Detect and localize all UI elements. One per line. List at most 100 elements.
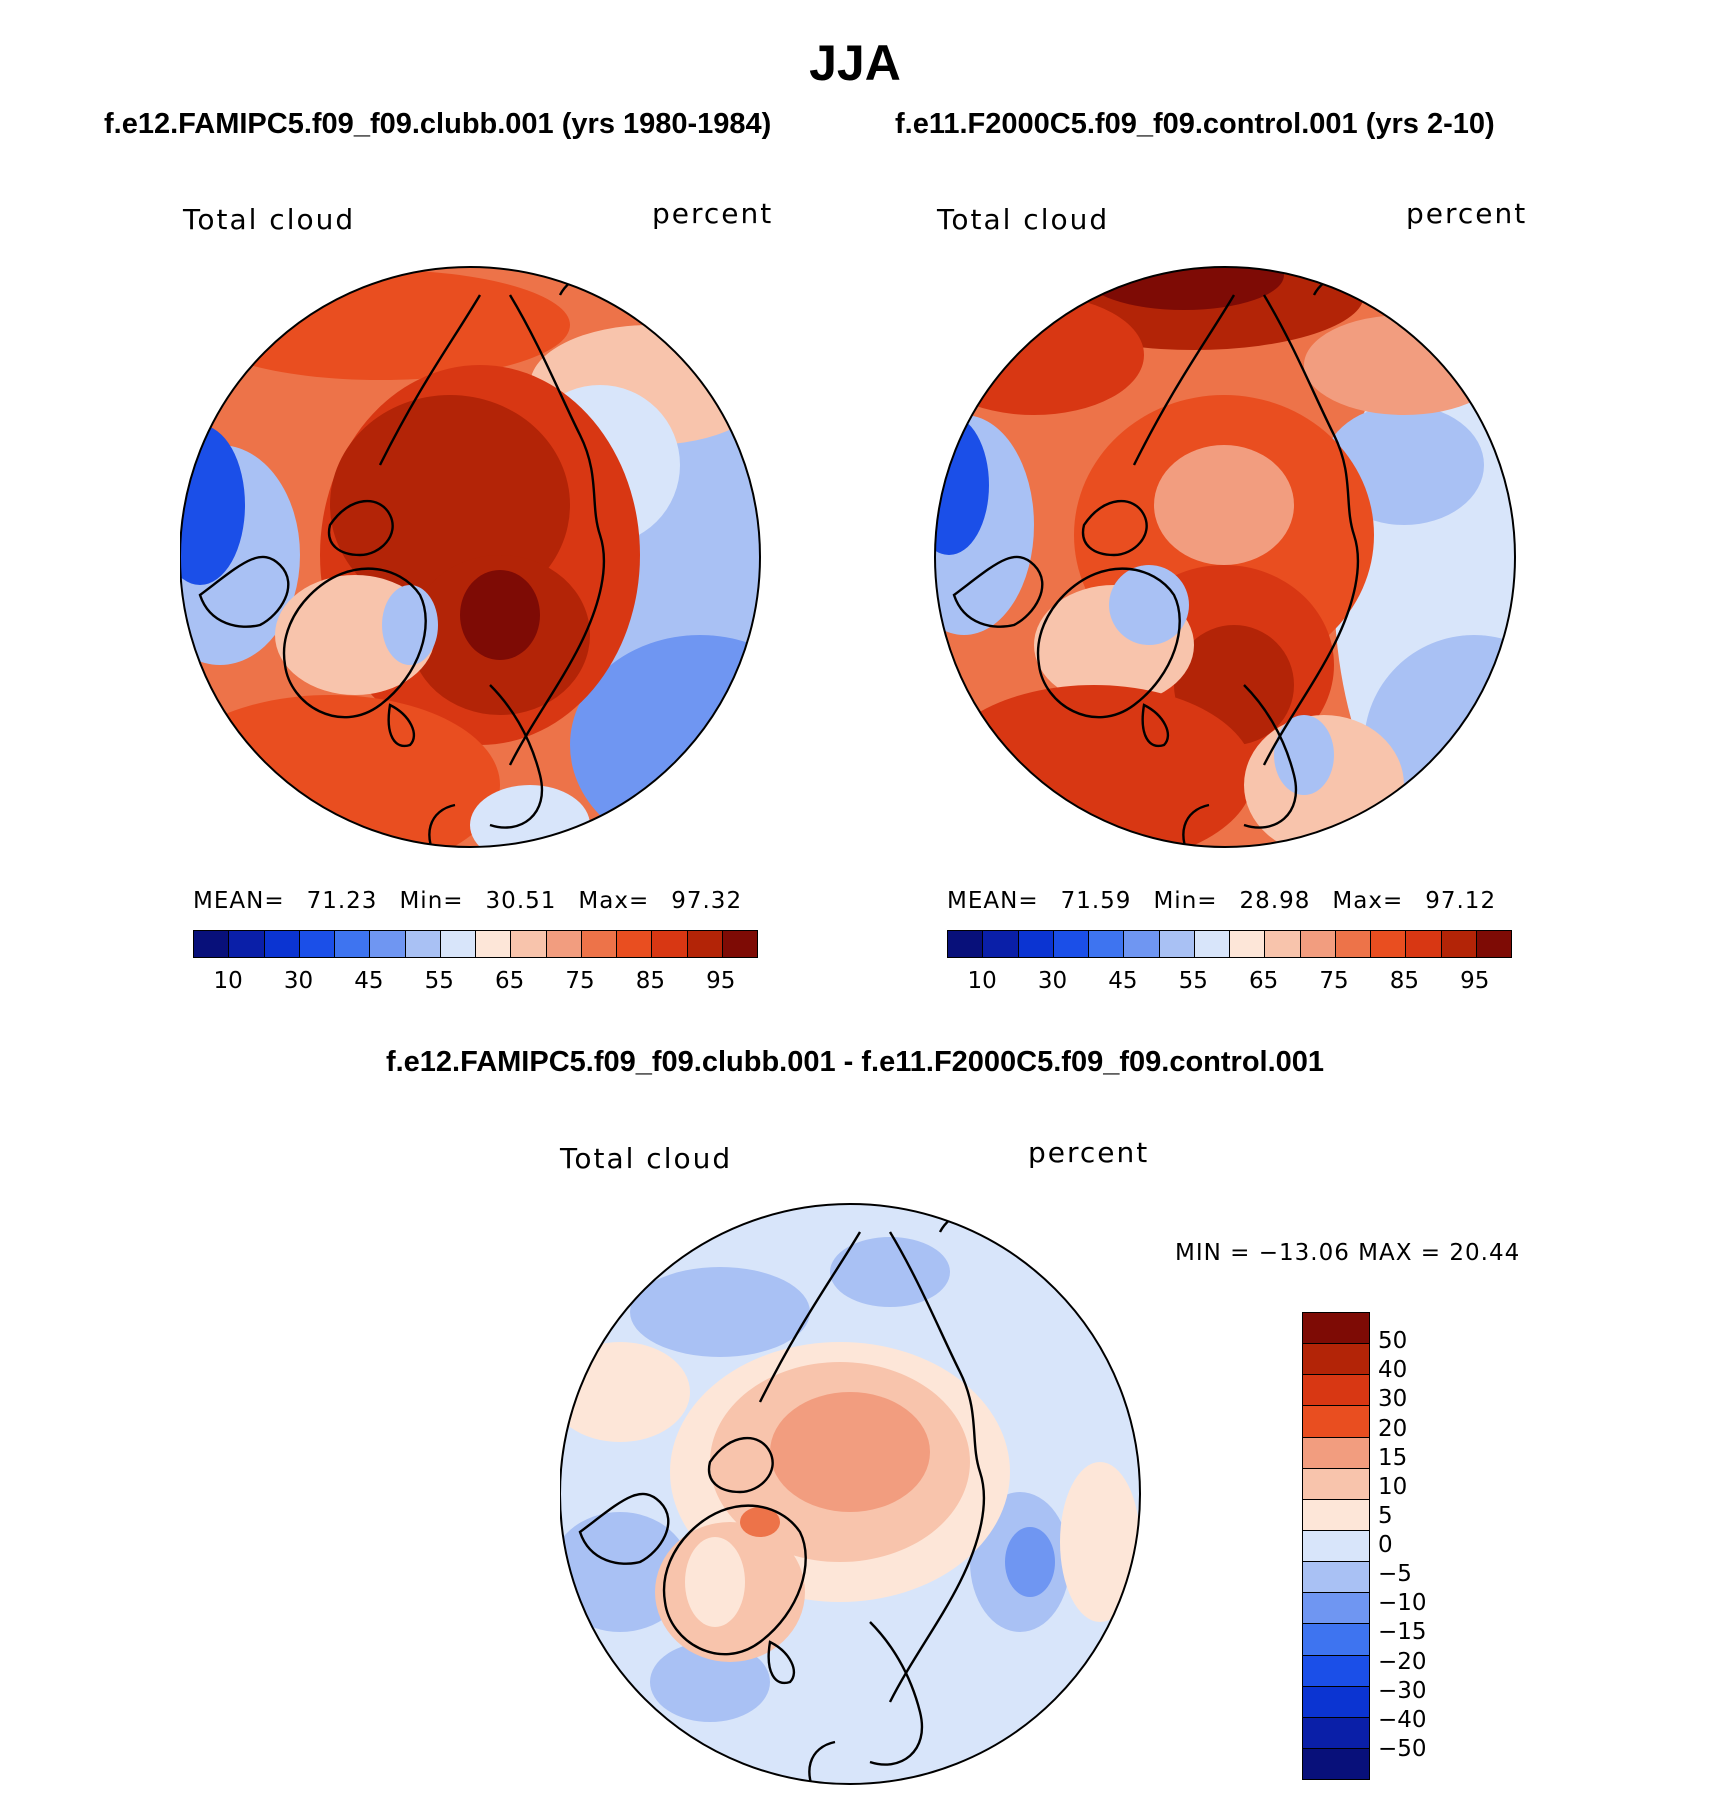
diff-colorbar-tick: 40 [1378, 1357, 1408, 1384]
right-case-title: f.e11.F2000C5.f09_f09.control.001 (yrs 2… [895, 108, 1495, 140]
left-colorbar-cell [335, 931, 371, 957]
diff-variable-label: Total cloud [560, 1142, 733, 1175]
diff-colorbar-cell [1303, 1686, 1369, 1718]
diff-colorbar-cell [1303, 1748, 1369, 1780]
left-colorbar-tick: 55 [424, 968, 454, 994]
diff-colorbar-tick: −5 [1378, 1561, 1412, 1588]
left-colorbar-tick: 30 [283, 968, 314, 994]
right-colorbar [947, 930, 1512, 958]
right-colorbar-tick: 85 [1389, 968, 1420, 994]
right-colorbar-cell [1018, 931, 1054, 957]
right-colorbar-cell [1406, 931, 1442, 957]
left-min-value: 30.51 [485, 888, 557, 914]
left-colorbar-tick: 75 [565, 968, 595, 994]
right-colorbar-tick: 45 [1108, 968, 1138, 994]
left-map-border [180, 266, 761, 848]
left-units-label: percent [652, 197, 774, 230]
left-max-value: 97.32 [671, 888, 743, 914]
left-colorbar-cell [264, 931, 300, 957]
right-colorbar-cell [1194, 931, 1230, 957]
right-stats: MEAN= 71.59 Min= 28.98 Max= 97.12 [947, 888, 1518, 914]
diff-colorbar-ticks: 50 40 30 20 15 10 5 0 −5 −10 −15 −20 −30 −40 −50 [1378, 1312, 1468, 1778]
right-colorbar-cell [1371, 931, 1407, 957]
diff-colorbar-cell [1303, 1437, 1369, 1469]
diff-colorbar-cell [1303, 1562, 1369, 1594]
right-colorbar-cell [1335, 931, 1371, 957]
left-colorbar-tick: 65 [495, 968, 525, 994]
left-colorbar-cell [722, 931, 757, 957]
right-colorbar-cell [1265, 931, 1301, 957]
right-colorbar-cell [1159, 931, 1195, 957]
right-polar-map [934, 266, 1516, 848]
diff-colorbar-tick: −30 [1378, 1677, 1427, 1704]
right-colorbar-ticks: 10 30 45 55 65 75 85 95 [947, 968, 1510, 998]
right-colorbar-tick: 95 [1460, 968, 1490, 994]
right-coastlines [952, 269, 1365, 847]
right-colorbar-cell [1089, 931, 1125, 957]
diff-map-border [560, 1203, 1141, 1785]
left-colorbar-cell [299, 931, 335, 957]
left-min-label: Min= [399, 888, 464, 914]
left-case-title: f.e12.FAMIPC5.f09_f09.clubb.001 (yrs 198… [104, 108, 772, 140]
right-map-border [934, 266, 1516, 848]
page-title: JJA [809, 35, 901, 91]
left-colorbar-cell [511, 931, 547, 957]
left-max-label: Max= [578, 888, 650, 914]
diff-colorbar-tick: −10 [1378, 1590, 1427, 1617]
left-colorbar-cell [581, 931, 617, 957]
left-colorbar-cell [687, 931, 723, 957]
right-colorbar-tick: 55 [1178, 968, 1208, 994]
right-colorbar-cell [1230, 931, 1266, 957]
right-colorbar-tick: 75 [1319, 968, 1349, 994]
right-colorbar-cell [1300, 931, 1336, 957]
right-colorbar-cell [1441, 931, 1477, 957]
left-colorbar-cell [546, 931, 582, 957]
left-polar-map [180, 266, 761, 848]
diff-colorbar-tick: 0 [1378, 1532, 1393, 1558]
diff-colorbar-cell [1303, 1499, 1369, 1531]
left-colorbar-cell [617, 931, 653, 957]
diff-colorbar-cell [1303, 1530, 1369, 1563]
diff-colorbar-cell [1303, 1344, 1369, 1376]
right-max-label: Max= [1332, 888, 1404, 914]
diff-colorbar-tick: 10 [1378, 1473, 1408, 1500]
diff-polar-map [560, 1203, 1141, 1785]
diff-colorbar-tick: 15 [1378, 1444, 1408, 1471]
left-colorbar-cell [194, 931, 230, 957]
diff-colorbar-tick: 5 [1378, 1502, 1393, 1529]
diff-colorbar-cell [1303, 1717, 1369, 1749]
diff-map-fill [560, 1204, 1140, 1784]
right-colorbar-tick: 30 [1037, 968, 1068, 994]
left-colorbar-tick: 45 [354, 968, 384, 994]
right-min-value: 28.98 [1239, 888, 1311, 914]
diff-colorbar-cell [1303, 1655, 1369, 1687]
diff-colorbar-tick: 20 [1378, 1415, 1408, 1442]
diff-coastlines [578, 1206, 991, 1784]
left-colorbar-tick: 10 [213, 968, 243, 994]
diff-colorbar-tick: 30 [1378, 1386, 1408, 1413]
right-colorbar-cell [1124, 931, 1160, 957]
right-mean-label: MEAN= [947, 888, 1039, 914]
left-colorbar-cell [229, 931, 265, 957]
diff-colorbar-tick: −40 [1378, 1706, 1427, 1733]
left-colorbar-ticks: 10 30 45 55 65 75 85 95 [193, 968, 756, 998]
left-colorbar-cell [405, 931, 441, 957]
diff-minmax: MIN = −13.06 MAX = 20.44 [1175, 1240, 1521, 1266]
diff-colorbar-tick: −15 [1378, 1619, 1427, 1646]
diff-colorbar-cell [1303, 1624, 1369, 1656]
right-min-label: Min= [1153, 888, 1218, 914]
left-colorbar-tick: 85 [635, 968, 666, 994]
right-units-label: percent [1406, 197, 1528, 230]
diff-colorbar-cell [1303, 1593, 1369, 1625]
left-colorbar-cell [370, 931, 406, 957]
diff-units-label: percent [1028, 1136, 1150, 1169]
right-colorbar-cell [1476, 931, 1511, 957]
right-colorbar-cell [948, 931, 984, 957]
diff-colorbar-cell [1303, 1406, 1369, 1438]
right-variable-label: Total cloud [937, 203, 1110, 236]
diff-colorbar-tick: 50 [1378, 1328, 1408, 1355]
right-max-value: 97.12 [1425, 888, 1497, 914]
right-map-fill [935, 267, 1515, 847]
diff-colorbar [1302, 1312, 1370, 1780]
left-colorbar-cell [652, 931, 688, 957]
